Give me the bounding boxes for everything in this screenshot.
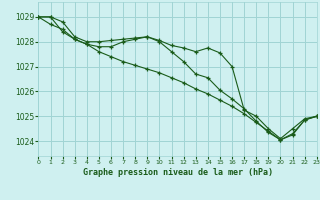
X-axis label: Graphe pression niveau de la mer (hPa): Graphe pression niveau de la mer (hPa) (83, 168, 273, 177)
